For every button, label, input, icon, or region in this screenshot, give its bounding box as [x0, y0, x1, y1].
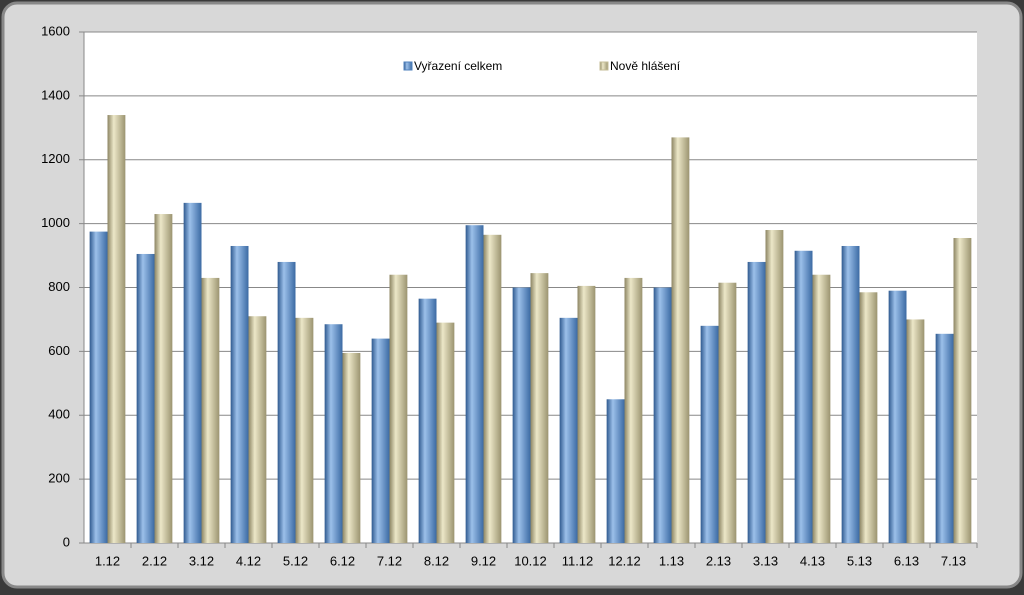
- y-tick-label: 400: [48, 407, 70, 422]
- y-tick-label: 200: [48, 471, 70, 486]
- bar: [606, 399, 625, 543]
- bar: [794, 250, 813, 543]
- bar: [465, 225, 484, 544]
- y-tick-label: 800: [48, 279, 70, 294]
- bar: [154, 214, 173, 543]
- bar: [389, 274, 408, 543]
- bar: [624, 277, 643, 543]
- x-tick-label: 3.13: [753, 553, 778, 568]
- bar: [953, 237, 972, 543]
- bar: [671, 137, 690, 544]
- bar: [841, 245, 860, 543]
- x-tick-label: 12.12: [608, 553, 641, 568]
- y-tick-label: 1000: [41, 215, 70, 230]
- bar: [530, 273, 549, 543]
- bar: [765, 230, 784, 543]
- bar: [107, 115, 126, 543]
- x-tick-label: 7.12: [377, 553, 402, 568]
- bar: [859, 292, 878, 543]
- x-tick-label: 7.13: [941, 553, 966, 568]
- legend-swatch: [403, 61, 413, 71]
- bar: [747, 261, 766, 543]
- bar: [277, 261, 296, 543]
- bar: [906, 319, 925, 543]
- bar: [136, 253, 155, 543]
- bar: [483, 234, 502, 543]
- x-tick-label: 6.13: [894, 553, 919, 568]
- x-tick-label: 1.12: [95, 553, 120, 568]
- y-tick-label: 0: [63, 534, 70, 549]
- bar: [700, 325, 719, 543]
- x-tick-label: 2.13: [706, 553, 731, 568]
- x-tick-label: 10.12: [514, 553, 547, 568]
- bar: [201, 277, 220, 543]
- x-tick-label: 1.13: [659, 553, 684, 568]
- x-tick-label: 2.12: [142, 553, 167, 568]
- legend-label: Nově hlášení: [610, 59, 681, 73]
- legend-label: Vyřazení celkem: [414, 59, 502, 73]
- bar: [653, 287, 672, 543]
- x-tick-label: 9.12: [471, 553, 496, 568]
- bar: [935, 333, 954, 543]
- bar: [248, 316, 267, 543]
- bar: [371, 338, 390, 543]
- legend-swatch: [599, 61, 609, 71]
- y-tick-label: 1400: [41, 87, 70, 102]
- bar: [342, 352, 361, 543]
- bar: [89, 231, 108, 543]
- bar: [230, 245, 249, 543]
- x-tick-label: 4.12: [236, 553, 261, 568]
- bar: [436, 322, 455, 543]
- y-tick-label: 1200: [41, 151, 70, 166]
- bar: [812, 274, 831, 543]
- bar: [324, 324, 343, 543]
- bar: [577, 285, 596, 543]
- x-tick-label: 4.13: [800, 553, 825, 568]
- bar: [559, 317, 578, 543]
- x-tick-label: 3.12: [189, 553, 214, 568]
- bar: [888, 290, 907, 543]
- x-tick-label: 6.12: [330, 553, 355, 568]
- bar: [183, 202, 202, 543]
- bar: [512, 287, 531, 543]
- bar: [418, 298, 437, 543]
- bar: [718, 282, 737, 543]
- x-tick-label: 5.13: [847, 553, 872, 568]
- x-tick-label: 11.12: [562, 553, 594, 568]
- y-tick-label: 600: [48, 343, 70, 358]
- bar: [295, 317, 314, 543]
- y-tick-label: 1600: [41, 23, 70, 38]
- x-tick-label: 5.12: [283, 553, 308, 568]
- x-tick-label: 8.12: [424, 553, 449, 568]
